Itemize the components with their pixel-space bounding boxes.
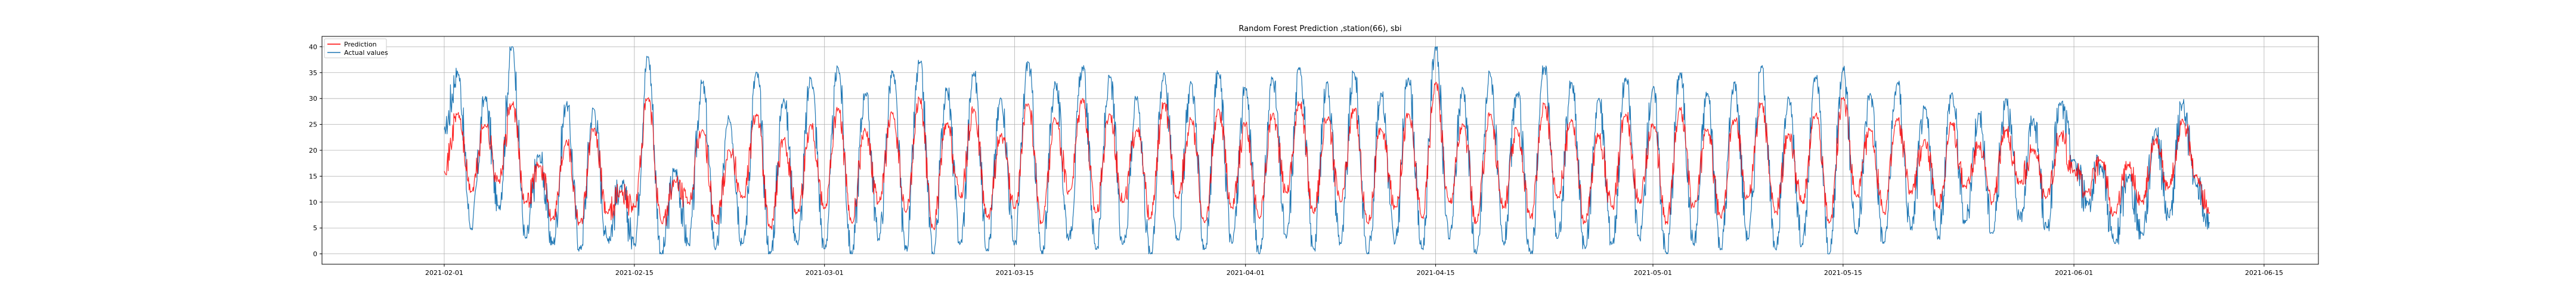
chart-title: Random Forest Prediction ,station(66), s… [1239,24,1401,33]
x-tick-label: 2021-04-01 [1227,269,1265,277]
y-tick-label: 5 [313,224,317,232]
x-tick-label: 2021-06-15 [2245,269,2283,277]
y-tick-label: 30 [309,95,317,103]
x-tick-label: 2021-02-01 [425,269,463,277]
x-tick-label: 2021-03-01 [806,269,844,277]
legend-frame [324,38,387,58]
y-tick-label: 10 [309,199,317,206]
legend-label-prediction: Prediction [344,41,377,48]
y-tick-label: 20 [309,147,317,154]
series-layer [444,46,2210,255]
x-axis: 2021-02-01 2021-02-15 2021-03-01 2021-03-15… [425,264,2283,277]
y-axis: 0 5 10 15 20 25 30 35 40 [309,43,322,258]
x-tick-label: 2021-04-15 [1417,269,1455,277]
x-tick-label: 2021-06-01 [2055,269,2093,277]
y-tick-label: 25 [309,121,317,129]
x-tick-label: 2021-05-01 [1634,269,1672,277]
legend-label-actual-values: Actual values [344,49,388,57]
x-tick-label: 2021-03-15 [996,269,1034,277]
y-tick-label: 15 [309,172,317,180]
y-tick-label: 0 [313,251,317,258]
legend: Prediction Actual values [324,38,388,58]
y-tick-label: 40 [309,43,317,51]
x-tick-label: 2021-05-15 [1824,269,1862,277]
series-line-prediction [444,82,2210,230]
x-tick-label: 2021-02-15 [615,269,654,277]
y-tick-label: 35 [309,69,317,77]
grid-layer [322,36,2318,264]
